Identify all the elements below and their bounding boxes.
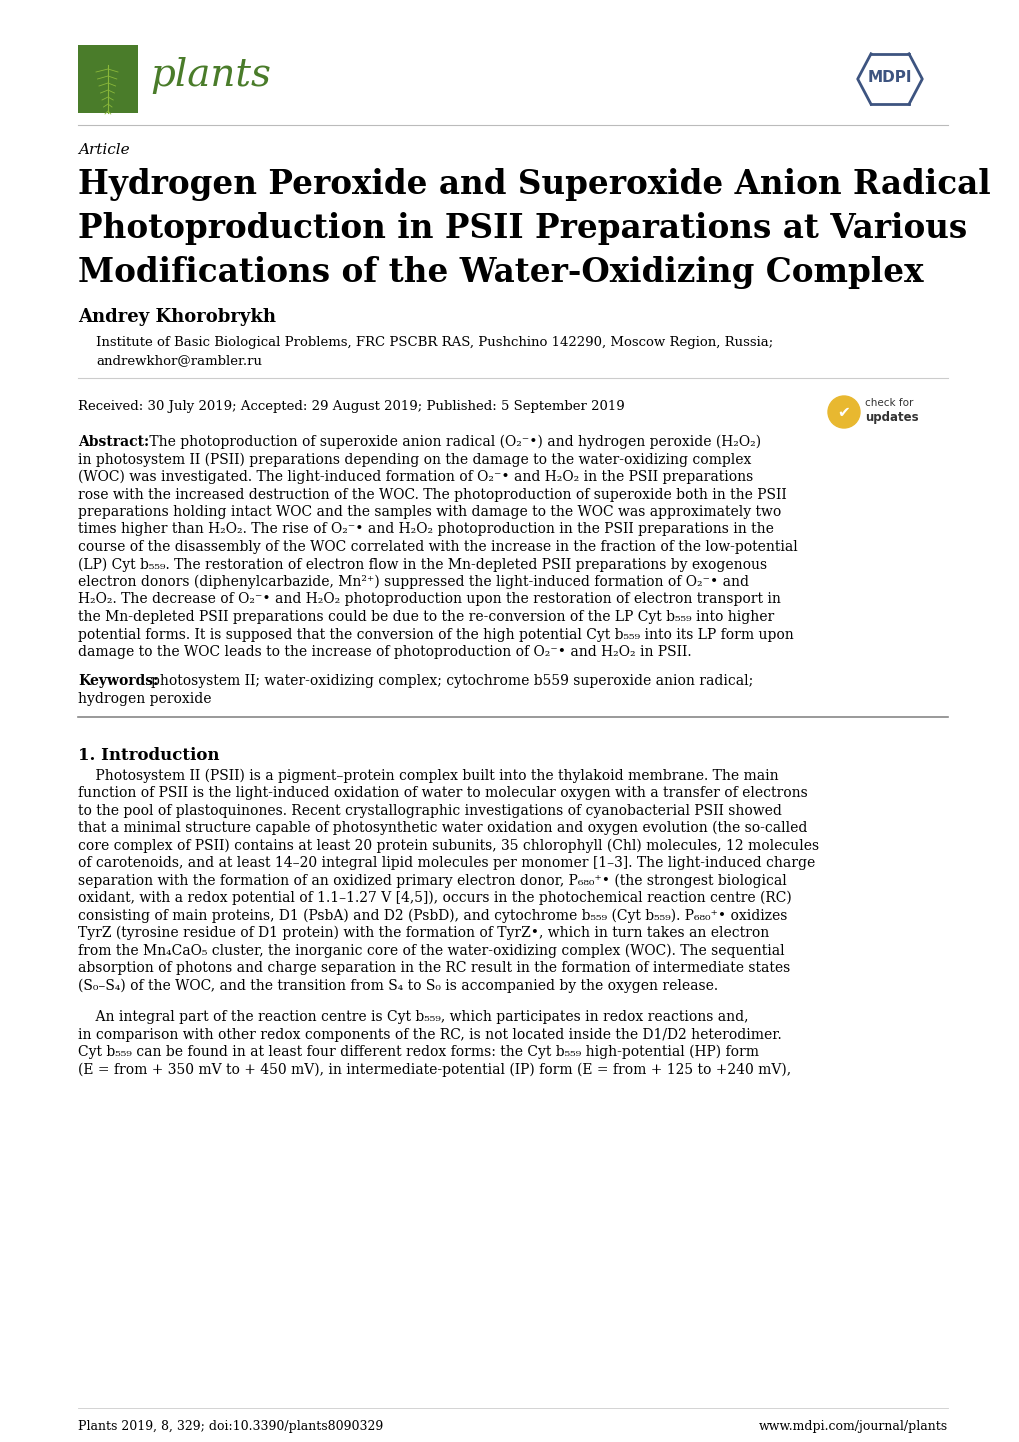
Text: electron donors (diphenylcarbazide, Mn²⁺) suppressed the light-induced formation: electron donors (diphenylcarbazide, Mn²⁺… [77,575,748,590]
Text: Modifications of the Water-Oxidizing Complex: Modifications of the Water-Oxidizing Com… [77,257,922,288]
Text: rose with the increased destruction of the WOC. The photoproduction of superoxid: rose with the increased destruction of t… [77,487,786,502]
Text: (LP) Cyt b₅₅₉. The restoration of electron flow in the Mn-depleted PSII preparat: (LP) Cyt b₅₅₉. The restoration of electr… [77,558,766,572]
Text: 1. Introduction: 1. Introduction [77,747,219,763]
Text: to the pool of plastoquinones. Recent crystallographic investigations of cyanoba: to the pool of plastoquinones. Recent cr… [77,803,782,818]
Text: photosystem II; water-oxidizing complex; cytochrome b559 superoxide anion radica: photosystem II; water-oxidizing complex;… [151,675,752,688]
Text: oxidant, with a redox potential of 1.1–1.27 V [4,5]), occurs in the photochemica: oxidant, with a redox potential of 1.1–1… [77,891,791,906]
Text: (S₀–S₄) of the WOC, and the transition from S₄ to S₀ is accompanied by the oxyge: (S₀–S₄) of the WOC, and the transition f… [77,979,717,994]
Text: of carotenoids, and at least 14–20 integral lipid molecules per monomer [1–3]. T: of carotenoids, and at least 14–20 integ… [77,857,814,870]
Text: course of the disassembly of the WOC correlated with the increase in the fractio: course of the disassembly of the WOC cor… [77,539,797,554]
Text: the Mn-depleted PSII preparations could be due to the re-conversion of the LP Cy: the Mn-depleted PSII preparations could … [77,610,773,624]
FancyBboxPatch shape [77,45,138,112]
Text: andrewkhor@rambler.ru: andrewkhor@rambler.ru [96,353,262,368]
Text: damage to the WOC leads to the increase of photoproduction of O₂⁻• and H₂O₂ in P: damage to the WOC leads to the increase … [77,645,691,659]
Text: core complex of PSII) contains at least 20 protein subunits, 35 chlorophyll (Chl: core complex of PSII) contains at least … [77,838,818,852]
Text: in comparison with other redox components of the RC, is not located inside the D: in comparison with other redox component… [77,1028,781,1041]
Text: separation with the formation of an oxidized primary electron donor, P₆₈₀⁺• (the: separation with the formation of an oxid… [77,874,786,888]
Text: TyrZ (tyrosine residue of D1 protein) with the formation of TyrZ•, which in turn: TyrZ (tyrosine residue of D1 protein) wi… [77,926,768,940]
Text: Photoproduction in PSII Preparations at Various: Photoproduction in PSII Preparations at … [77,212,966,245]
Circle shape [827,397,859,428]
Text: MDPI: MDPI [867,69,911,85]
Text: check for: check for [864,398,912,408]
Text: www.mdpi.com/journal/plants: www.mdpi.com/journal/plants [758,1420,947,1433]
Text: Photosystem II (PSII) is a pigment–protein complex built into the thylakoid memb: Photosystem II (PSII) is a pigment–prote… [77,769,777,783]
Text: that a minimal structure capable of photosynthetic water oxidation and oxygen ev: that a minimal structure capable of phot… [77,820,807,835]
Text: The photoproduction of superoxide anion radical (O₂⁻•) and hydrogen peroxide (H₂: The photoproduction of superoxide anion … [145,435,760,450]
Text: absorption of photons and charge separation in the RC result in the formation of: absorption of photons and charge separat… [77,960,790,975]
Text: (WOC) was investigated. The light-induced formation of O₂⁻• and H₂O₂ in the PSII: (WOC) was investigated. The light-induce… [77,470,752,485]
Text: times higher than H₂O₂. The rise of O₂⁻• and H₂O₂ photoproduction in the PSII pr: times higher than H₂O₂. The rise of O₂⁻•… [77,522,773,536]
Text: ✔: ✔ [837,405,850,420]
Text: updates: updates [864,411,918,424]
Text: Andrey Khorobrykh: Andrey Khorobrykh [77,309,276,326]
Text: (E = from + 350 mV to + 450 mV), in intermediate-potential (IP) form (E = from +: (E = from + 350 mV to + 450 mV), in inte… [77,1063,791,1077]
Text: hydrogen peroxide: hydrogen peroxide [77,692,211,707]
Text: from the Mn₄CaO₅ cluster, the inorganic core of the water-oxidizing complex (WOC: from the Mn₄CaO₅ cluster, the inorganic … [77,943,784,957]
Text: plants: plants [150,56,271,94]
Text: function of PSII is the light-induced oxidation of water to molecular oxygen wit: function of PSII is the light-induced ox… [77,786,807,800]
Text: Hydrogen Peroxide and Superoxide Anion Radical: Hydrogen Peroxide and Superoxide Anion R… [77,169,989,200]
Text: Abstract:: Abstract: [77,435,149,448]
Text: preparations holding intact WOC and the samples with damage to the WOC was appro: preparations holding intact WOC and the … [77,505,781,519]
Text: Cyt b₅₅₉ can be found in at least four different redox forms: the Cyt b₅₅₉ high-: Cyt b₅₅₉ can be found in at least four d… [77,1045,758,1060]
Text: Article: Article [77,143,129,157]
Text: Keywords:: Keywords: [77,675,158,688]
Text: potential forms. It is supposed that the conversion of the high potential Cyt b₅: potential forms. It is supposed that the… [77,627,793,642]
Text: Plants 2019, 8, 329; doi:10.3390/plants8090329: Plants 2019, 8, 329; doi:10.3390/plants8… [77,1420,383,1433]
Text: An integral part of the reaction centre is Cyt b₅₅₉, which participates in redox: An integral part of the reaction centre … [77,1009,748,1024]
Text: Institute of Basic Biological Problems, FRC PSCBR RAS, Pushchino 142290, Moscow : Institute of Basic Biological Problems, … [96,336,772,349]
Text: in photosystem II (PSII) preparations depending on the damage to the water-oxidi: in photosystem II (PSII) preparations de… [77,453,751,467]
Text: consisting of main proteins, D1 (PsbA) and D2 (PsbD), and cytochrome b₅₅₉ (Cyt b: consisting of main proteins, D1 (PsbA) a… [77,908,787,923]
Text: H₂O₂. The decrease of O₂⁻• and H₂O₂ photoproduction upon the restoration of elec: H₂O₂. The decrease of O₂⁻• and H₂O₂ phot… [77,593,781,607]
Text: Received: 30 July 2019; Accepted: 29 August 2019; Published: 5 September 2019: Received: 30 July 2019; Accepted: 29 Aug… [77,399,625,412]
